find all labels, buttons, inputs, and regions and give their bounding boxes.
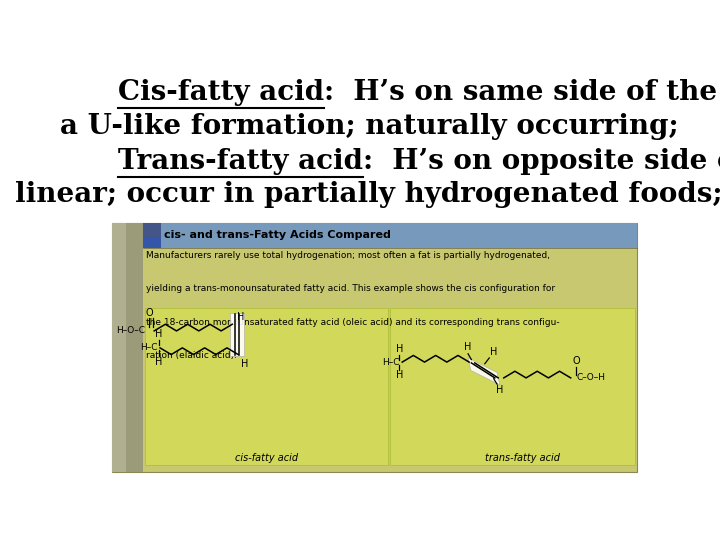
- Text: C–O–H: C–O–H: [576, 373, 606, 382]
- Text: :  H’s on same side of the double bond; fold into: : H’s on same side of the double bond; f…: [324, 79, 720, 106]
- Text: H: H: [495, 385, 503, 395]
- Text: H: H: [396, 370, 403, 380]
- Text: trans-fatty acid: trans-fatty acid: [485, 453, 560, 463]
- FancyBboxPatch shape: [143, 223, 636, 248]
- Text: H: H: [156, 357, 163, 367]
- Text: Cis-fatty acid: Cis-fatty acid: [118, 79, 324, 106]
- Text: cis-fatty acid: cis-fatty acid: [235, 453, 298, 463]
- Text: H–C: H–C: [382, 357, 400, 367]
- Text: yielding a trans-monounsaturated fatty acid. This example shows the cis configur: yielding a trans-monounsaturated fatty a…: [145, 285, 555, 293]
- Text: H: H: [464, 342, 472, 352]
- FancyBboxPatch shape: [112, 223, 126, 472]
- Text: H: H: [241, 359, 249, 369]
- Text: H: H: [237, 312, 244, 322]
- Text: Trans-fatty acid: Trans-fatty acid: [118, 148, 363, 175]
- Text: H: H: [490, 347, 498, 357]
- Text: linear; occur in partially hydrogenated foods;: linear; occur in partially hydrogenated …: [15, 181, 720, 208]
- FancyBboxPatch shape: [143, 223, 161, 237]
- Text: H–C: H–C: [140, 343, 157, 353]
- Text: H: H: [156, 329, 163, 339]
- Text: a U-like formation; naturally occurring;: a U-like formation; naturally occurring;: [60, 113, 678, 140]
- FancyBboxPatch shape: [390, 308, 634, 465]
- Text: O: O: [572, 356, 580, 366]
- Text: Manufacturers rarely use total hydrogenation; most often a fat is partially hydr: Manufacturers rarely use total hydrogena…: [145, 251, 550, 260]
- Text: H: H: [396, 344, 403, 354]
- Text: :  H’s on opposite side of double bond; more: : H’s on opposite side of double bond; m…: [363, 148, 720, 175]
- Text: ration (elaidic acid).: ration (elaidic acid).: [145, 351, 237, 360]
- Text: cis- and trans-Fatty Acids Compared: cis- and trans-Fatty Acids Compared: [164, 230, 391, 240]
- FancyBboxPatch shape: [145, 308, 388, 465]
- FancyBboxPatch shape: [143, 223, 161, 248]
- FancyBboxPatch shape: [112, 223, 637, 472]
- Polygon shape: [468, 358, 500, 385]
- FancyBboxPatch shape: [126, 223, 143, 472]
- Text: the 18-carbon monounsaturated fatty acid (oleic acid) and its corresponding tran: the 18-carbon monounsaturated fatty acid…: [145, 318, 559, 327]
- FancyBboxPatch shape: [230, 313, 244, 356]
- Text: O: O: [145, 308, 153, 318]
- Text: H–O–C: H–O–C: [116, 326, 145, 335]
